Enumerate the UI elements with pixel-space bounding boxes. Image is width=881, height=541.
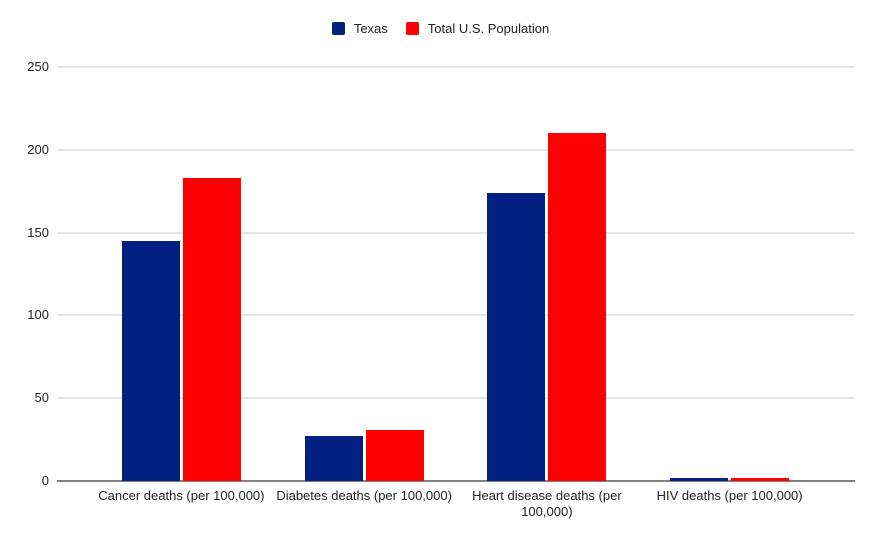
gridline (57, 66, 855, 68)
x-axis-label: Heart disease deaths (per 100,000) (472, 488, 622, 519)
y-axis-tick-label: 0 (41, 473, 49, 488)
plot-area (57, 66, 855, 482)
gridline (57, 314, 855, 317)
gridline (57, 148, 855, 151)
y-axis-tick-label: 50 (34, 390, 49, 406)
x-axis-label: Diabetes deaths (per 100,000) (276, 488, 452, 503)
y-axis-tick-label: 200 (27, 141, 49, 157)
x-axis-line (57, 480, 855, 482)
legend-label: Total U.S. Population (427, 21, 550, 36)
y-axis-tick-label: 150 (27, 224, 49, 240)
gridline (57, 231, 855, 234)
legend-item-total-u-s-population: Total U.S. Population (405, 21, 550, 36)
bar-texas-hiv-deaths-per-100-000 (670, 477, 729, 481)
bar-total-u-s-population-cancer-deaths-per-100-000 (182, 177, 241, 481)
bar-total-u-s-population-hiv-deaths-per-100-000 (731, 478, 790, 481)
bar-texas-diabetes-deaths-per-100-000 (304, 436, 363, 481)
bar-texas-cancer-deaths-per-100-000 (121, 240, 180, 481)
bar-total-u-s-population-diabetes-deaths-per-100-000 (365, 429, 424, 481)
legend-swatch-icon (405, 22, 419, 35)
gridline (57, 397, 855, 400)
bar-total-u-s-population-heart-disease-deaths-per-100-000 (548, 133, 607, 481)
legend-item-texas: Texas (331, 21, 388, 36)
legend: Texas Total U.S. Population (0, 21, 881, 36)
x-axis-label: Cancer deaths (per 100,000) (98, 488, 265, 503)
y-axis-tick-label: 100 (27, 307, 49, 323)
x-axis-label: HIV deaths (per 100,000) (656, 488, 803, 503)
bar-texas-heart-disease-deaths-per-100-000 (487, 192, 546, 481)
legend-swatch-icon (331, 22, 345, 35)
legend-label: Texas (353, 21, 388, 36)
y-axis-tick-label: 250 (27, 59, 49, 74)
